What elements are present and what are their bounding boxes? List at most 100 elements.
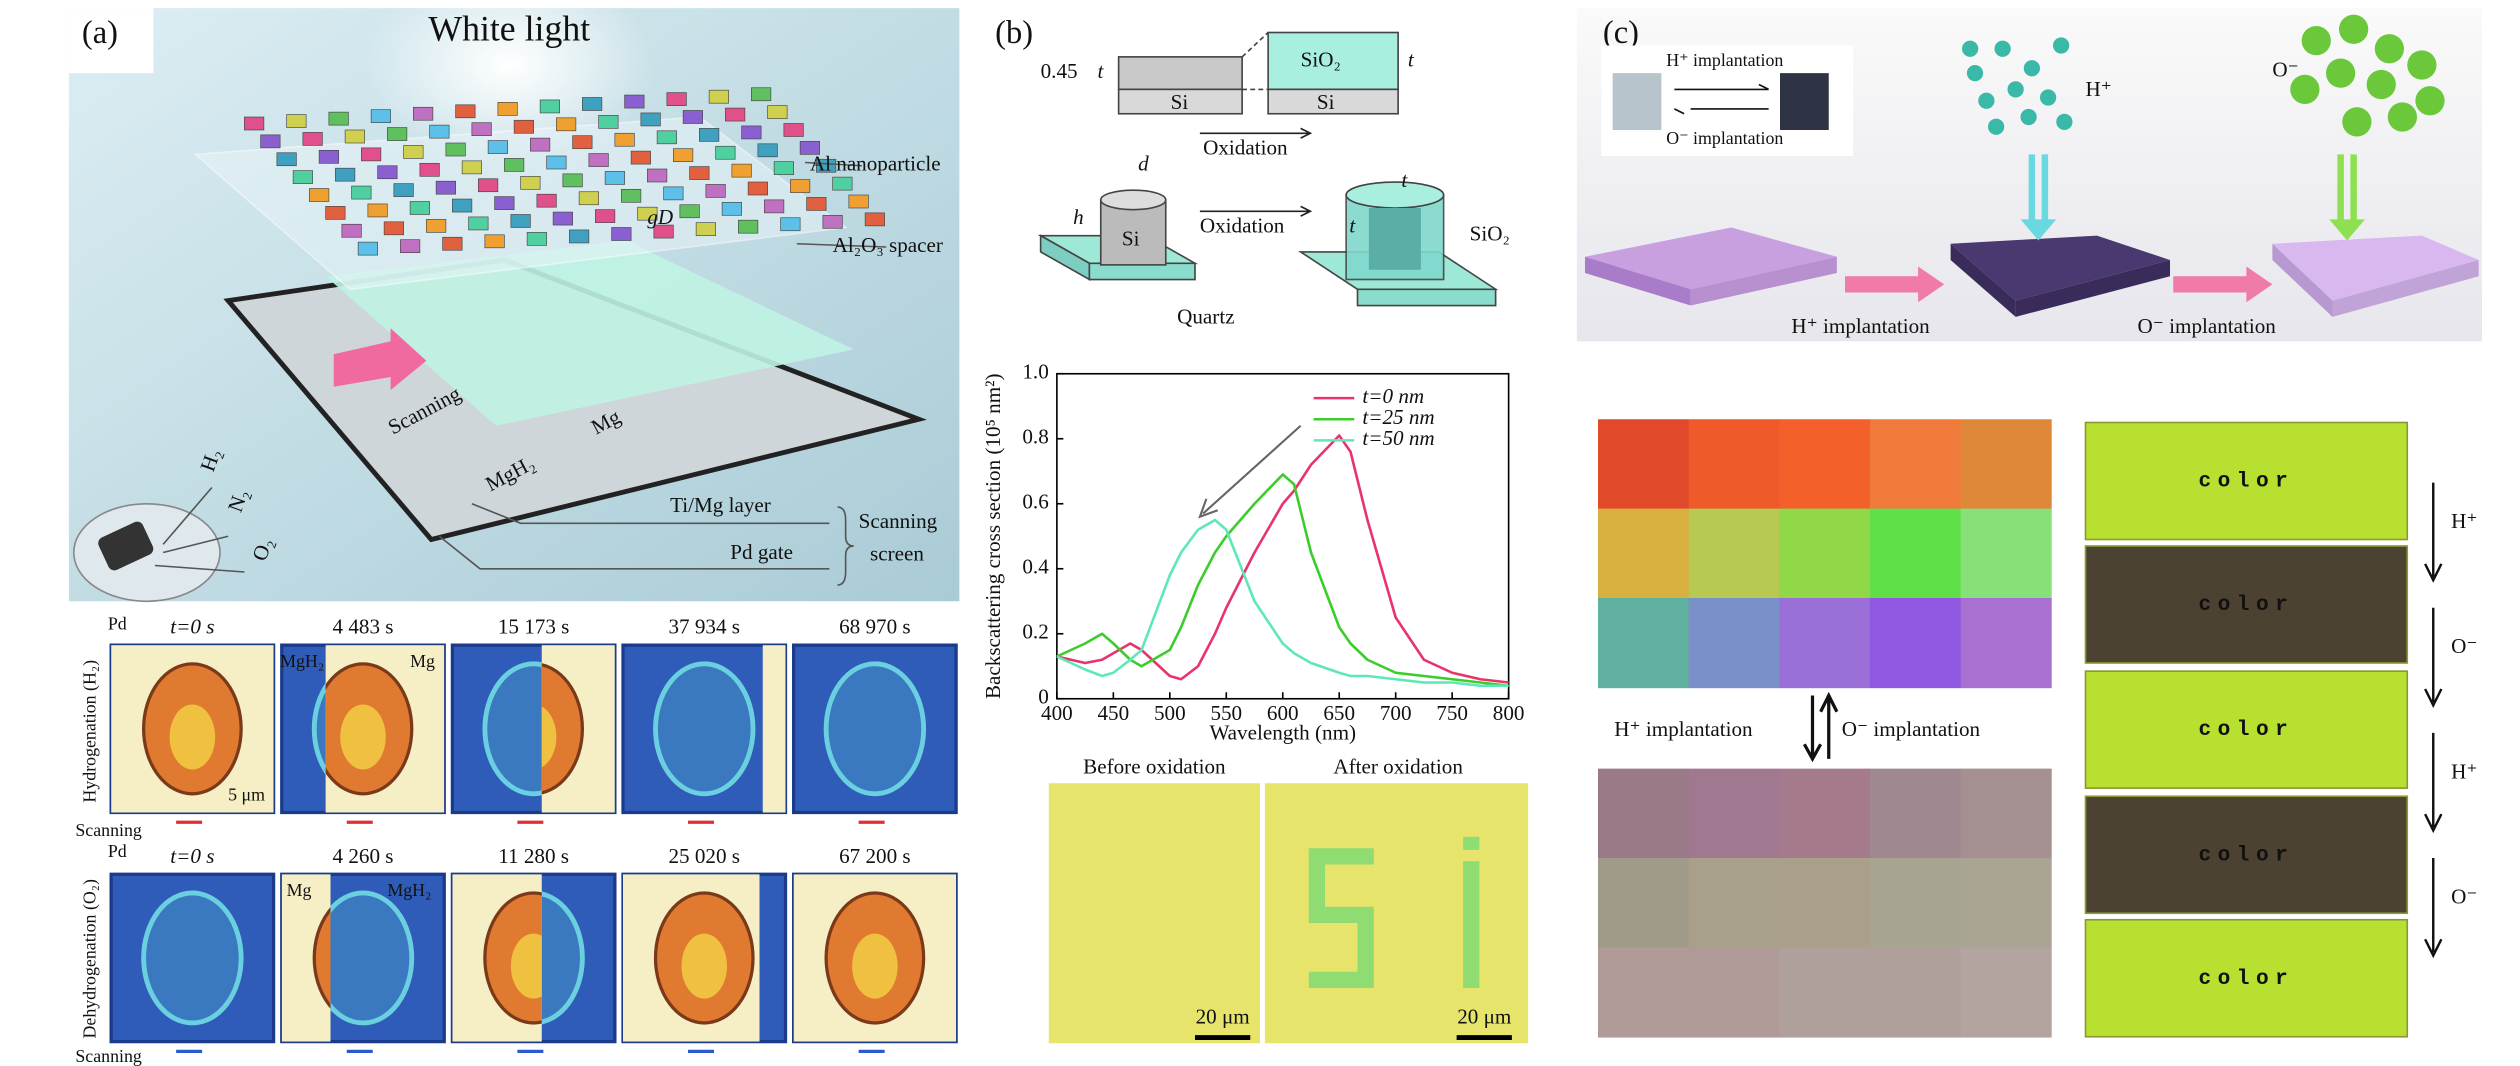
color-cell bbox=[1688, 598, 1780, 689]
face-detail bbox=[169, 704, 216, 770]
strip bbox=[2084, 545, 2409, 664]
label: Oxidation bbox=[1203, 135, 1288, 159]
nanoparticle bbox=[595, 209, 616, 223]
color-cell bbox=[1688, 858, 1780, 949]
panel-b-shape bbox=[1099, 189, 1167, 211]
o-ion bbox=[2301, 26, 2331, 56]
color-cell bbox=[1598, 598, 1689, 689]
label: d bbox=[1138, 152, 1149, 176]
label: Mg bbox=[410, 651, 435, 671]
panel-c-shape: color color color color color bbox=[2084, 421, 2409, 1038]
label: Ti/Mg layer bbox=[670, 493, 771, 517]
nanoparticle bbox=[738, 219, 759, 234]
nanoparticle bbox=[666, 92, 687, 106]
micrograph-tile bbox=[280, 643, 446, 815]
face-detail bbox=[852, 933, 898, 999]
face-detail bbox=[681, 933, 727, 999]
color-cell bbox=[1598, 768, 1689, 859]
h-ion bbox=[2023, 60, 2040, 77]
panel-b-shape bbox=[1463, 836, 1480, 850]
panel-c-shape bbox=[1845, 266, 1945, 303]
label: Al nanoparticle bbox=[810, 152, 941, 176]
strip-word: color bbox=[2198, 718, 2294, 742]
label: t bbox=[1408, 48, 1415, 72]
label: Al₂O₃ spacer bbox=[833, 233, 943, 257]
label: t bbox=[1098, 59, 1105, 83]
color-cell bbox=[1960, 858, 2052, 949]
nanoparticle bbox=[471, 122, 492, 137]
label: O⁻ implantation bbox=[2138, 314, 2277, 338]
nanoparticle bbox=[747, 181, 768, 196]
label: h bbox=[1073, 205, 1084, 229]
nanoparticle bbox=[468, 216, 489, 231]
nanoparticle bbox=[442, 236, 463, 251]
panel-b-shape bbox=[1463, 861, 1480, 988]
nanoparticle bbox=[611, 227, 632, 241]
nanoparticle bbox=[725, 107, 746, 122]
label: Before oxidation bbox=[1083, 754, 1226, 778]
panel-c-shape bbox=[2028, 154, 2036, 228]
panel-b-shape bbox=[1241, 31, 1269, 91]
series-line bbox=[1056, 473, 1509, 688]
label: MgH₂ bbox=[387, 880, 431, 900]
label: O⁻ implantation bbox=[1666, 128, 1783, 148]
panel-c-shape bbox=[2329, 219, 2365, 241]
panel-c-shape bbox=[1802, 691, 1839, 763]
nanoparticle bbox=[673, 148, 694, 163]
color-cell bbox=[1870, 419, 1962, 510]
nanoparticle bbox=[361, 147, 382, 162]
panel-b-shape bbox=[1195, 1035, 1251, 1040]
label: Mg bbox=[287, 880, 312, 900]
time-label: 4 483 s bbox=[333, 615, 394, 639]
x-tick-label: 500 bbox=[1154, 701, 1186, 725]
h-ion bbox=[1962, 40, 1979, 57]
nanoparticle bbox=[689, 166, 710, 180]
nanoparticle bbox=[370, 109, 391, 124]
nanoparticle bbox=[510, 214, 531, 228]
panel-b-shape bbox=[1117, 56, 1243, 91]
x-axis-label: Wavelength (nm) bbox=[1209, 720, 1356, 744]
color-cell bbox=[1779, 508, 1871, 599]
color-cell bbox=[1779, 768, 1871, 859]
x-tick-label: 750 bbox=[1436, 701, 1468, 725]
time-label: 25 020 s bbox=[668, 844, 740, 868]
face-region bbox=[541, 645, 615, 813]
step-label: O⁻ bbox=[2451, 884, 2477, 908]
label: gD bbox=[647, 205, 673, 229]
nanoparticle bbox=[848, 194, 869, 209]
nanoparticle bbox=[539, 99, 560, 114]
panel-b-shape bbox=[1117, 88, 1243, 115]
label: Scanning bbox=[75, 1046, 142, 1066]
color-cell bbox=[1960, 598, 2052, 689]
panel-a-shape bbox=[325, 240, 854, 426]
panel-b-shape bbox=[1048, 783, 1260, 1044]
nanoparticle bbox=[377, 165, 398, 180]
micrograph-tile bbox=[621, 872, 788, 1044]
nanoparticle bbox=[552, 211, 573, 226]
time-label: 67 200 s bbox=[839, 844, 911, 868]
nanoparticle bbox=[790, 179, 811, 193]
panel-c-shape bbox=[1950, 243, 2016, 317]
panel-a: (a) White light Al nanoparticle Al₂O₃ sp… bbox=[68, 0, 960, 1066]
nanoparticle bbox=[751, 87, 772, 102]
nanoparticle bbox=[452, 198, 473, 213]
nanoparticle bbox=[663, 186, 684, 201]
nanoparticle bbox=[764, 199, 785, 214]
panel-a-shape bbox=[244, 87, 885, 256]
panel-c-shape bbox=[2332, 260, 2479, 317]
nanoparticle bbox=[656, 130, 677, 145]
x-tick-label: 400 bbox=[1041, 701, 1073, 725]
nanoparticle bbox=[530, 137, 551, 152]
nanoparticle bbox=[731, 163, 752, 178]
nanoparticle bbox=[630, 150, 651, 165]
x-tick-label: 800 bbox=[1493, 701, 1525, 725]
color-cell bbox=[1870, 598, 1962, 689]
nanoparticle bbox=[504, 158, 525, 172]
label: MgH₂ bbox=[280, 651, 324, 671]
micrograph-tile bbox=[280, 872, 446, 1044]
nanoparticle bbox=[864, 212, 885, 227]
label: Si bbox=[1122, 226, 1140, 250]
label: (b) bbox=[995, 15, 1033, 51]
face-region bbox=[793, 874, 957, 1042]
nanoparticle bbox=[556, 117, 577, 132]
